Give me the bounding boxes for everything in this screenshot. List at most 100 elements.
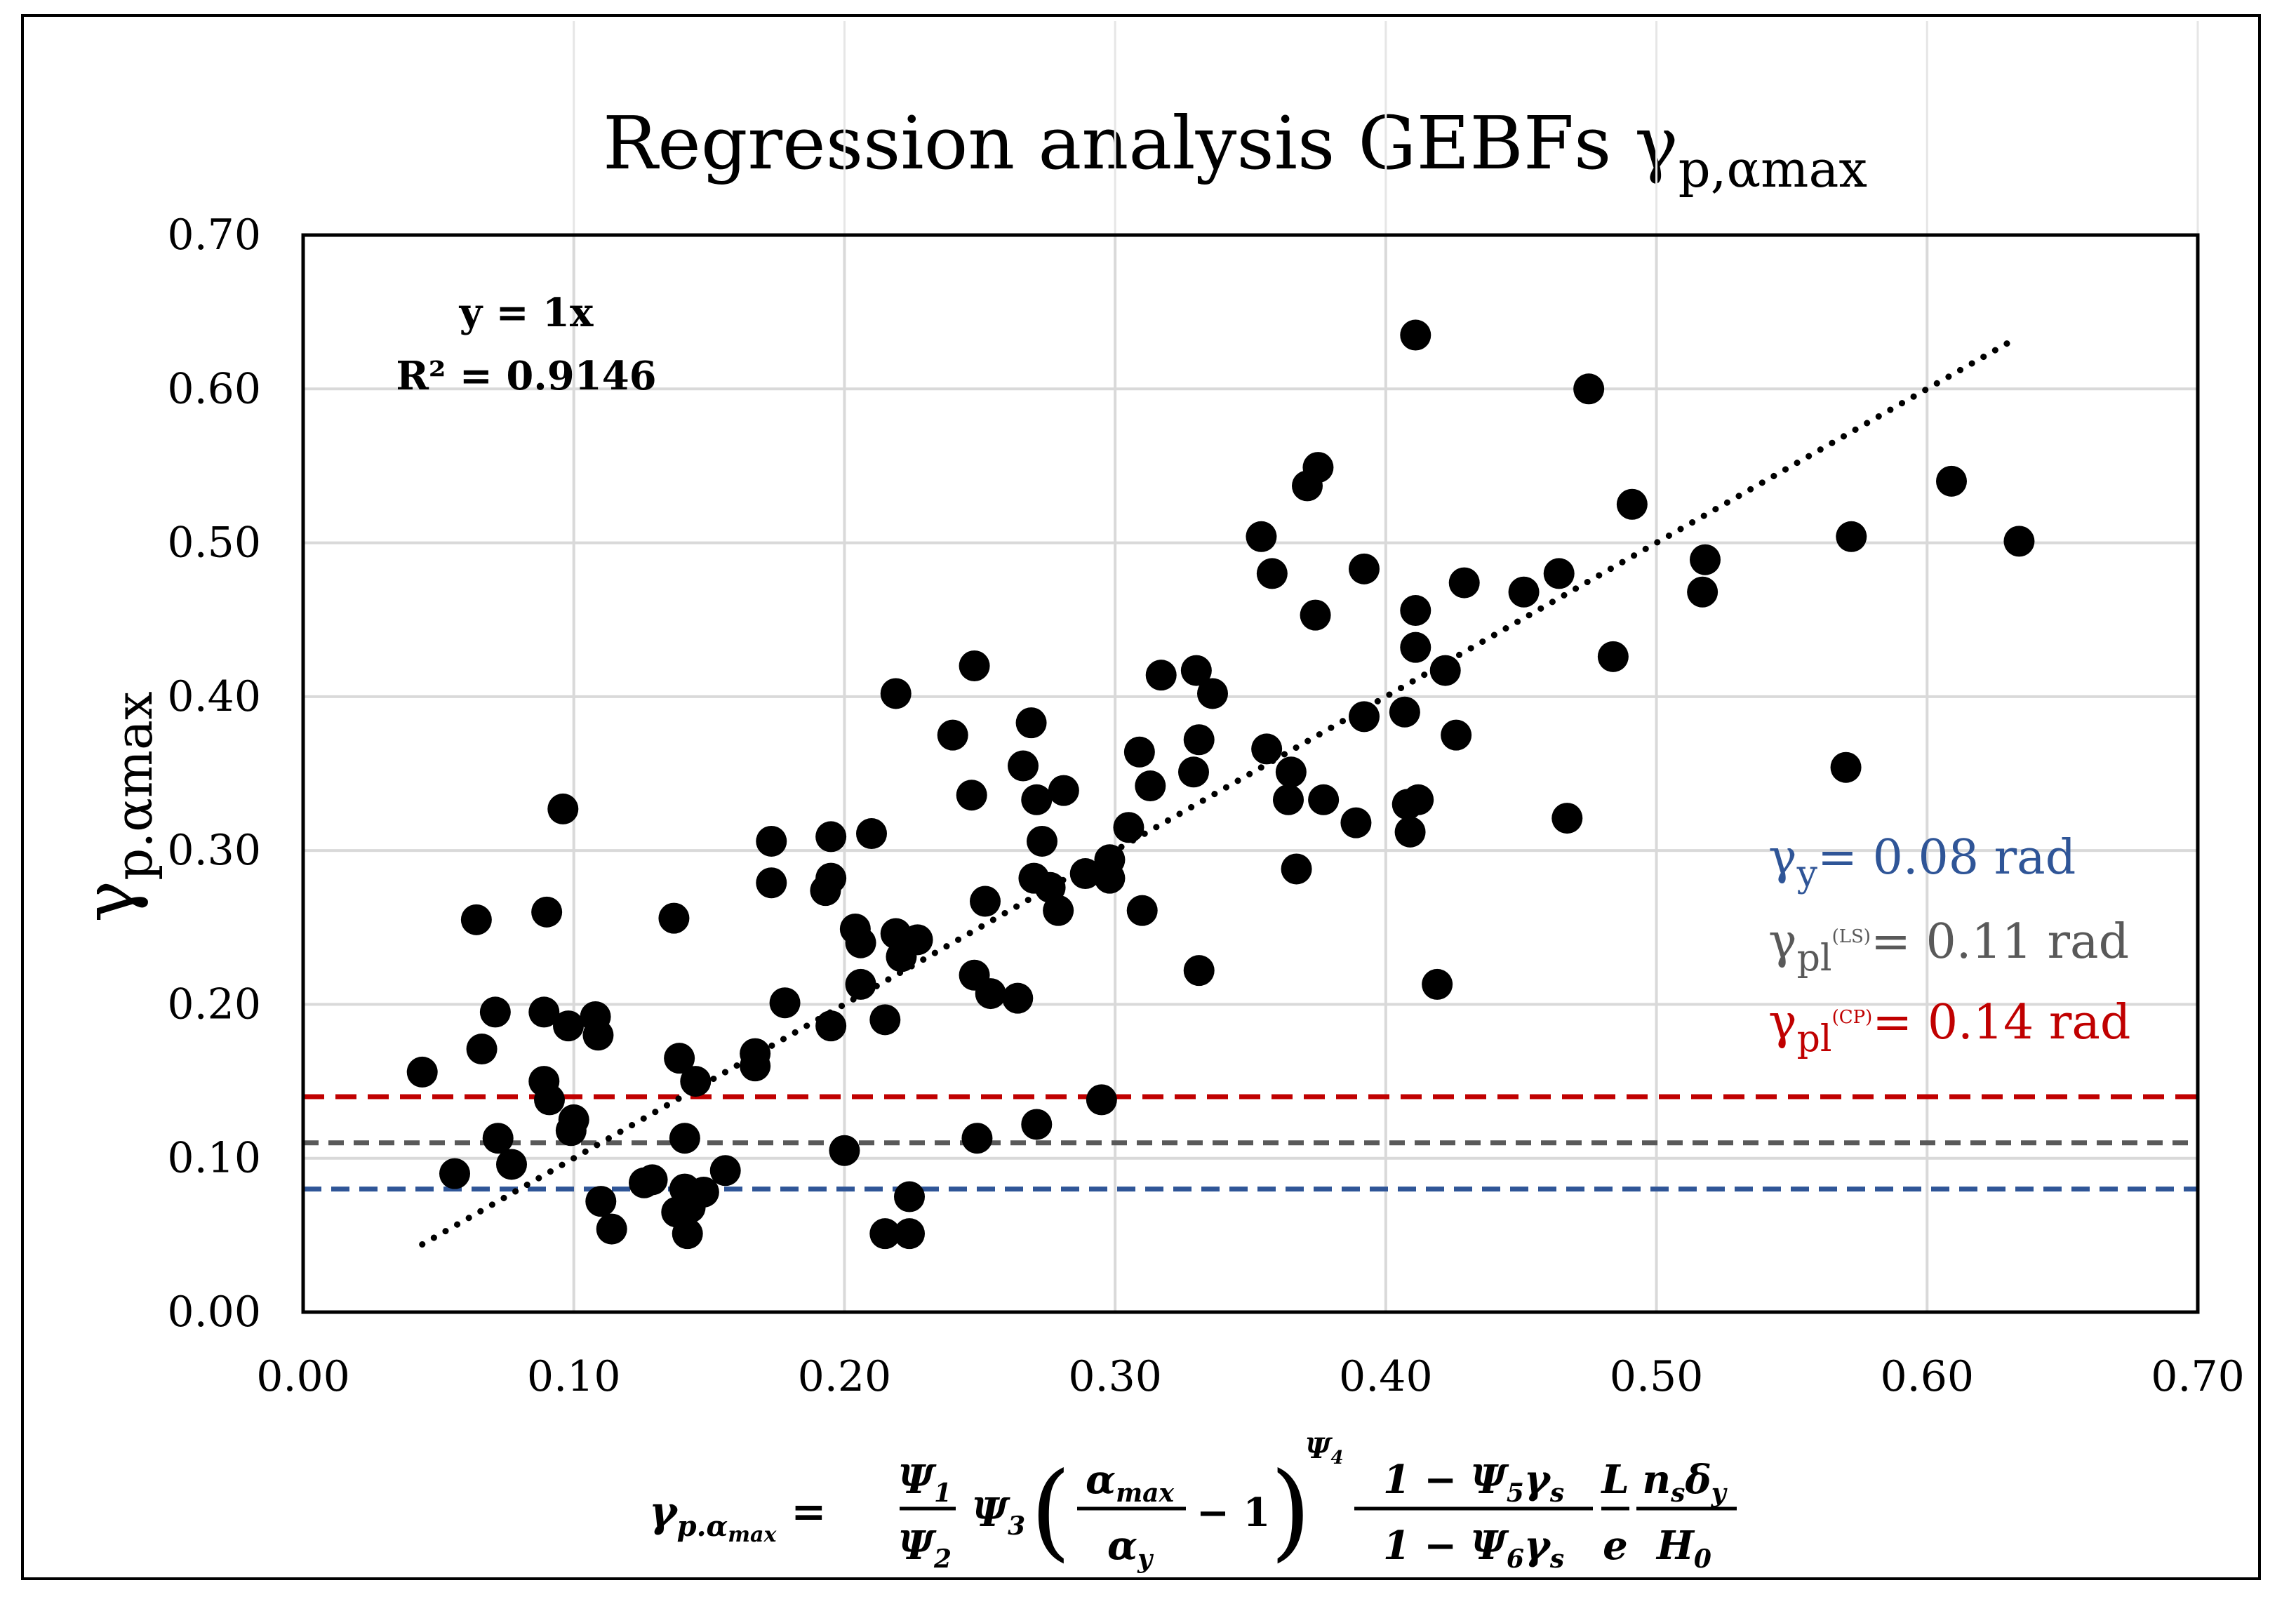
formula-num: 1 − Ψ5γs	[1383, 1457, 1564, 1508]
formula-left-paren: (	[1030, 1450, 1072, 1572]
data-point	[1021, 1109, 1053, 1140]
data-point	[585, 1186, 617, 1217]
plot-area-border	[301, 233, 2200, 1314]
y-tick-label: 0.10	[167, 1134, 261, 1183]
data-point	[1113, 812, 1144, 843]
data-point	[1251, 733, 1283, 765]
x-tick-label: 0.00	[256, 1352, 350, 1401]
y-axis-title: γp.αmax	[68, 691, 163, 922]
data-point	[709, 1155, 741, 1187]
data-point	[1302, 452, 1334, 483]
data-point	[1389, 696, 1420, 728]
data-point	[1400, 319, 1431, 351]
y-tick-label: 0.50	[167, 519, 261, 568]
data-point	[1246, 521, 1277, 552]
data-point	[1178, 756, 1209, 788]
data-point	[596, 1213, 627, 1245]
data-point	[1690, 544, 1721, 575]
data-point	[1008, 750, 1039, 782]
data-point	[961, 1123, 993, 1154]
data-point	[869, 1218, 901, 1250]
data-point	[688, 1176, 719, 1208]
formula-psi2: Ψ2	[898, 1523, 952, 1574]
y-tick-label: 0.40	[167, 672, 261, 721]
x-tick-label: 0.10	[527, 1352, 621, 1401]
x-tick-label: 0.30	[1068, 1352, 1162, 1401]
data-point	[1308, 784, 1340, 815]
data-point	[1021, 784, 1053, 815]
data-point	[680, 1066, 712, 1097]
data-point	[1256, 558, 1288, 589]
data-point	[756, 825, 787, 857]
data-point	[970, 885, 1001, 917]
data-point	[937, 719, 968, 751]
data-point	[439, 1158, 470, 1189]
data-point	[956, 780, 987, 811]
data-point	[553, 1010, 584, 1042]
trendline	[419, 336, 2017, 1248]
data-point	[1086, 1084, 1117, 1116]
data-point	[547, 793, 579, 824]
data-point	[1403, 784, 1434, 815]
data-point	[1135, 770, 1166, 802]
data-point	[534, 1084, 565, 1116]
data-point	[531, 896, 563, 928]
data-point	[658, 902, 690, 934]
gamma-y-label: γy= 0.08 rad	[1768, 830, 2076, 895]
data-point	[894, 1181, 925, 1212]
data-point	[1015, 707, 1047, 739]
reference-lines	[303, 1094, 2198, 1192]
data-point	[894, 1218, 925, 1250]
data-point	[558, 1104, 589, 1135]
gamma-pl-ls-label: γpl(LS)= 0.11 rad	[1768, 914, 2129, 980]
data-point	[482, 1123, 514, 1154]
formula-e: e	[1603, 1523, 1628, 1569]
data-point	[975, 978, 1006, 1010]
data-point	[1400, 631, 1431, 663]
data-point	[466, 1034, 498, 1065]
data-point	[1422, 968, 1453, 1000]
data-point	[1048, 775, 1079, 806]
data-point	[959, 650, 990, 681]
data-point	[669, 1123, 700, 1154]
data-point	[672, 1218, 703, 1250]
y-tick-label: 0.60	[167, 364, 261, 413]
data-point	[1183, 955, 1215, 987]
data-point	[845, 968, 876, 1000]
data-point	[1069, 858, 1101, 890]
data-point	[756, 867, 787, 899]
x-tick-label: 0.60	[1880, 1352, 1974, 1401]
x-tick-label: 0.40	[1339, 1352, 1433, 1401]
data-point	[769, 987, 801, 1019]
data-point	[1349, 701, 1380, 733]
y-tick-label: 0.20	[167, 980, 261, 1029]
data-point	[1197, 678, 1228, 709]
data-point	[829, 1135, 860, 1166]
data-point	[815, 862, 847, 894]
data-point	[740, 1050, 771, 1082]
formula-minus-one: − 1	[1196, 1490, 1270, 1536]
data-point	[1123, 736, 1155, 768]
data-point	[1300, 599, 1331, 631]
data-point	[1340, 807, 1372, 838]
formula-right-paren: )	[1270, 1450, 1311, 1572]
data-point	[460, 904, 492, 935]
data-point	[815, 821, 847, 853]
formula-H0: H0	[1655, 1523, 1711, 1574]
data-point	[1400, 595, 1431, 627]
data-point	[1043, 895, 1074, 926]
data-point	[1145, 660, 1177, 691]
data-point	[1616, 488, 1648, 520]
y-tick-label: 0.30	[167, 826, 261, 875]
data-point	[1441, 719, 1472, 751]
y-tick-label: 0.00	[167, 1288, 261, 1337]
data-point	[880, 678, 912, 709]
data-point	[856, 818, 887, 850]
data-point	[1273, 784, 1304, 815]
data-point	[2003, 526, 2035, 557]
data-point	[815, 1010, 847, 1042]
data-point	[528, 996, 560, 1028]
data-point	[636, 1164, 668, 1196]
formula-alpha-max: αmax	[1086, 1457, 1175, 1508]
